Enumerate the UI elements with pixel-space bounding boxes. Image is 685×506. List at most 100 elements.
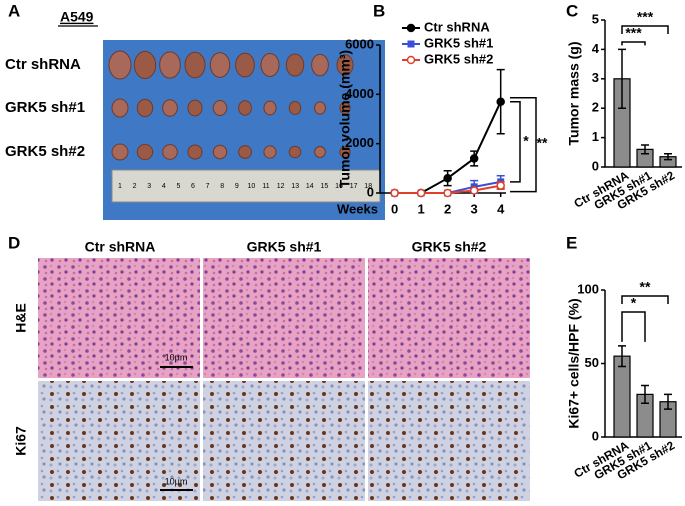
tumor xyxy=(260,53,280,77)
marker xyxy=(443,188,452,198)
tumor xyxy=(187,144,203,160)
marker xyxy=(469,186,479,195)
error-bar xyxy=(664,393,672,410)
tumor xyxy=(162,99,178,117)
tumor xyxy=(212,99,228,117)
tumor xyxy=(136,143,154,161)
panel-label: A xyxy=(8,1,20,20)
y-axis-label: Ki67+ cells/HPF (%) xyxy=(566,298,582,428)
scale-bar-label: 10μm xyxy=(165,476,188,486)
tumor xyxy=(111,143,129,161)
tumor xyxy=(159,51,181,79)
legend-label: Ctr shRNA xyxy=(424,19,490,34)
ruler xyxy=(111,169,381,203)
y-tick-label: 0 xyxy=(592,428,599,443)
legend-label: GRK5 sh#2 xyxy=(424,51,493,66)
tumor xyxy=(336,54,354,76)
marker xyxy=(443,173,452,183)
sig-bracket xyxy=(510,96,537,193)
tumor xyxy=(314,101,326,115)
ruler-number: 4 xyxy=(162,183,166,190)
y-tick-label: 3 xyxy=(592,70,599,85)
sig-bracket xyxy=(621,311,646,342)
row-label: Ki67 xyxy=(13,426,29,456)
error-bar xyxy=(641,144,649,155)
histology-images xyxy=(38,258,530,501)
ruler-number: 18 xyxy=(364,183,372,190)
row-label: Ctr shRNA xyxy=(5,56,81,73)
tumor xyxy=(133,50,157,80)
ruler-number: 8 xyxy=(220,183,224,190)
tumor xyxy=(235,52,255,78)
tumor xyxy=(111,98,129,118)
tumor xyxy=(209,52,231,78)
ruler-number: 13 xyxy=(291,183,299,190)
sig-bracket xyxy=(621,25,669,34)
y-tick-label: 2 xyxy=(592,100,599,115)
error-bar xyxy=(641,384,649,404)
ruler-number: 2 xyxy=(133,183,137,190)
tumor xyxy=(108,50,132,80)
tumor xyxy=(288,145,302,159)
marker xyxy=(496,181,505,190)
tumor xyxy=(288,101,302,115)
y-tick-label: 100 xyxy=(577,281,599,296)
marker xyxy=(496,97,505,106)
y-tick-label: 4000 xyxy=(345,86,374,101)
ruler-number: 12 xyxy=(277,183,285,190)
x-axis-label: Weeks xyxy=(337,201,378,216)
panel-label: E xyxy=(566,233,577,252)
ruler-number: 1 xyxy=(118,183,122,190)
ruler-number: 17 xyxy=(350,183,358,190)
ruler-number: 14 xyxy=(306,183,314,190)
legend-marker xyxy=(407,40,415,48)
sig-bracket xyxy=(621,295,669,304)
y-tick-label: 6000 xyxy=(345,36,374,51)
y-tick-label: 0 xyxy=(367,184,374,199)
ruler-number: 10 xyxy=(248,183,256,190)
panel-label: B xyxy=(373,1,385,20)
significance: * xyxy=(631,295,637,311)
ruler-number: 6 xyxy=(191,183,195,190)
legend-marker xyxy=(406,55,416,65)
axes xyxy=(379,45,506,194)
y-tick-label: 2000 xyxy=(345,135,374,150)
y-tick-label: 5 xyxy=(592,11,599,26)
column-label: Ctr shRNA xyxy=(85,239,156,255)
row-label: H&E xyxy=(13,303,29,333)
x-tick-label: 1 xyxy=(417,201,424,216)
ruler-number: 16 xyxy=(335,183,343,190)
column-label: GRK5 sh#2 xyxy=(412,239,487,255)
tumor xyxy=(136,98,154,118)
error-bar xyxy=(618,345,626,368)
column-label: GRK5 sh#1 xyxy=(247,239,322,255)
y-tick-label: 50 xyxy=(585,355,599,370)
cell-line: A549 xyxy=(60,9,94,25)
ruler-number: 3 xyxy=(147,183,151,190)
y-axis-label: Tumor volume (mm³) xyxy=(337,50,353,188)
error-bar xyxy=(664,153,672,161)
tumor xyxy=(339,101,351,115)
x-tick-label: 0 xyxy=(391,201,398,216)
marker xyxy=(416,188,426,198)
y-axis-label: Tumor mass (g) xyxy=(566,42,582,146)
tumor xyxy=(263,145,277,159)
tumor xyxy=(162,144,178,160)
bar xyxy=(613,355,631,438)
scale-bar-label: 10μm xyxy=(165,352,188,362)
tumor xyxy=(314,146,326,158)
tumor xyxy=(187,99,203,117)
sig-bracket xyxy=(621,41,646,46)
sig-bracket xyxy=(510,100,521,183)
marker xyxy=(390,188,399,198)
ruler-number: 11 xyxy=(262,183,269,190)
y-tick-label: 0 xyxy=(592,158,599,173)
tumor xyxy=(212,144,228,160)
panel-label: D xyxy=(8,233,20,252)
significance: ** xyxy=(640,279,651,295)
ruler-number: 5 xyxy=(176,183,180,190)
significance: *** xyxy=(625,25,642,41)
tumor xyxy=(184,51,206,79)
row-label: GRK5 sh#2 xyxy=(5,143,85,160)
